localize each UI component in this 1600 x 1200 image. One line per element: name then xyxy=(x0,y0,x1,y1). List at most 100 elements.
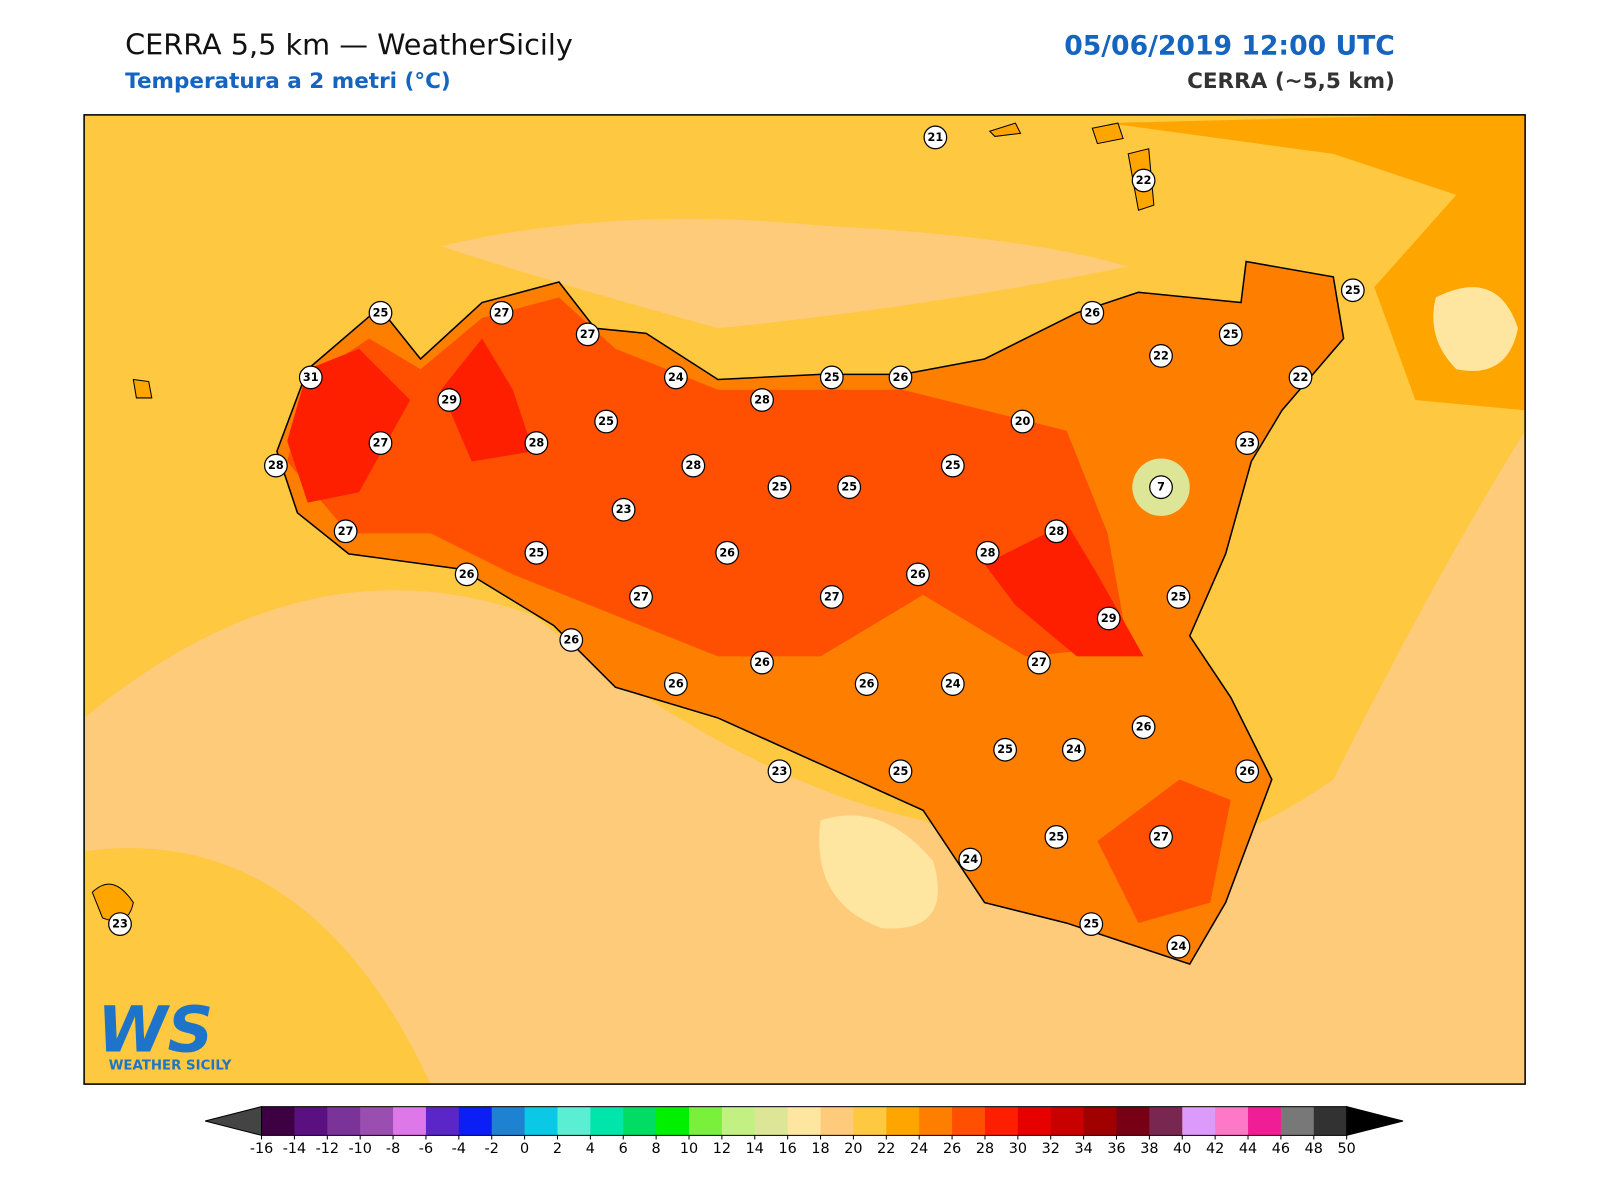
colorbar-cell xyxy=(425,1106,460,1136)
station-value: 25 xyxy=(893,765,909,778)
station-marker xyxy=(1218,322,1243,347)
station-marker xyxy=(1010,409,1035,434)
station-marker xyxy=(854,672,879,696)
station-marker xyxy=(1235,759,1260,784)
colorbar-cell xyxy=(1017,1106,1052,1136)
colorbar-cell xyxy=(327,1106,361,1136)
calabria xyxy=(1107,114,1526,411)
station-marker xyxy=(750,650,774,675)
station-value: 23 xyxy=(772,765,788,778)
colorbar-frame xyxy=(261,1106,1348,1136)
station-marker xyxy=(819,585,844,609)
station-marker xyxy=(524,431,549,455)
station-value: 28 xyxy=(685,459,701,472)
colorbar-cell xyxy=(787,1106,822,1136)
map xyxy=(84,114,1526,1085)
station-value: 20 xyxy=(1015,415,1031,428)
colorbar-cell xyxy=(820,1106,854,1136)
colorbar-tick-label: 46 xyxy=(1272,1141,1290,1157)
colorbar-cell xyxy=(458,1106,493,1136)
station-marker xyxy=(454,562,479,587)
station-marker xyxy=(368,431,393,455)
colorbar-cell xyxy=(623,1106,657,1136)
hot-area xyxy=(287,348,411,503)
station-marker xyxy=(923,125,948,150)
station-value: 26 xyxy=(859,678,875,691)
station-value: 25 xyxy=(772,481,788,494)
colorbar-tick-label: 36 xyxy=(1107,1141,1125,1157)
colorbar-cell xyxy=(721,1106,756,1136)
colorbar-cell xyxy=(393,1106,427,1136)
station-marker xyxy=(1131,168,1156,193)
colorbar-cell xyxy=(1215,1106,1249,1136)
station-marker xyxy=(750,388,774,412)
station-value: 27 xyxy=(633,590,649,603)
colorbar-cell xyxy=(1313,1106,1348,1136)
colorbar-tick-label: -4 xyxy=(452,1141,466,1157)
island xyxy=(132,378,153,399)
station-marker xyxy=(1149,475,1173,500)
station-value: 28 xyxy=(529,437,545,450)
colorbar-tick-label: 42 xyxy=(1206,1141,1224,1157)
station-value: 27 xyxy=(494,306,510,319)
colorbar-cell xyxy=(1083,1106,1118,1136)
stations: 21 22 25 27 27 26 25 25 22 31 24 25 26 22 29 28 25 20 27 28… xyxy=(108,125,1365,959)
station-marker xyxy=(1340,278,1365,303)
colorbar-extend-low xyxy=(205,1106,263,1137)
station-value: 26 xyxy=(893,371,909,384)
station-marker xyxy=(1044,519,1069,544)
station-value: 26 xyxy=(754,656,770,669)
station-value: 24 xyxy=(1066,743,1082,756)
station-value: 26 xyxy=(1239,765,1255,778)
station-marker xyxy=(1096,606,1121,631)
station-marker xyxy=(663,365,688,390)
station-value: 25 xyxy=(1049,830,1065,843)
station-value: 23 xyxy=(616,503,632,516)
station-marker xyxy=(1166,585,1191,609)
colorbar-tick-label: 40 xyxy=(1173,1141,1191,1157)
station-value: 22 xyxy=(1153,349,1169,362)
station-value: 26 xyxy=(668,678,684,691)
station-value: 24 xyxy=(1171,940,1187,953)
station-marker xyxy=(940,453,965,478)
colorbar-cell xyxy=(590,1106,624,1136)
colorbar-tick-label: 10 xyxy=(680,1141,698,1157)
station-marker xyxy=(837,475,862,500)
station-marker xyxy=(1149,825,1173,849)
station-marker xyxy=(1235,431,1260,455)
colorbar-tick-label: 28 xyxy=(976,1141,994,1157)
sea-cool xyxy=(441,218,1129,329)
station-marker xyxy=(975,540,1000,565)
station-marker xyxy=(663,672,688,696)
station-marker xyxy=(681,453,706,478)
station-value: 25 xyxy=(997,743,1013,756)
datetime: 05/06/2019 12:00 UTC xyxy=(1064,30,1395,61)
station-marker xyxy=(263,453,288,478)
station-value: 27 xyxy=(1031,656,1047,669)
station-marker xyxy=(524,540,549,565)
station-marker xyxy=(108,912,132,936)
station-marker xyxy=(333,519,358,544)
colorbar-cell xyxy=(886,1106,920,1136)
station-value: 25 xyxy=(1171,590,1187,603)
station-value: 26 xyxy=(563,634,579,647)
colorbar-cell xyxy=(1050,1106,1085,1136)
station-value: 28 xyxy=(268,459,284,472)
station-value: 25 xyxy=(598,415,614,428)
colorbar-cell xyxy=(1182,1106,1216,1136)
station-value: 26 xyxy=(1084,306,1100,319)
station-value: 25 xyxy=(529,546,545,559)
station-marker xyxy=(594,409,619,434)
colorbar-tick-label: -14 xyxy=(283,1141,306,1157)
colorbar-tick-label: 4 xyxy=(586,1141,595,1157)
station-value: 28 xyxy=(980,546,996,559)
colorbar-tick-label: -6 xyxy=(419,1141,433,1157)
colorbar-cell xyxy=(294,1106,328,1136)
station-value: 23 xyxy=(1239,437,1255,450)
colorbar: -16 -14 -12 -10 -8 -6 -4 -2 0 2 4 6 8 10 12 14 16 18 20 22 2… xyxy=(205,1106,1404,1157)
colorbar-tick-label: 16 xyxy=(779,1141,797,1157)
title: CERRA 5,5 km — WeatherSicily xyxy=(125,27,573,61)
station-marker xyxy=(767,475,792,500)
colorbar-cell xyxy=(261,1106,295,1136)
